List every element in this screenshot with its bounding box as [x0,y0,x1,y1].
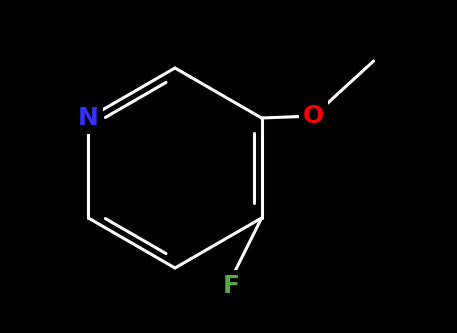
Text: N: N [78,106,99,130]
Text: F: F [223,274,240,298]
Text: O: O [303,104,324,128]
